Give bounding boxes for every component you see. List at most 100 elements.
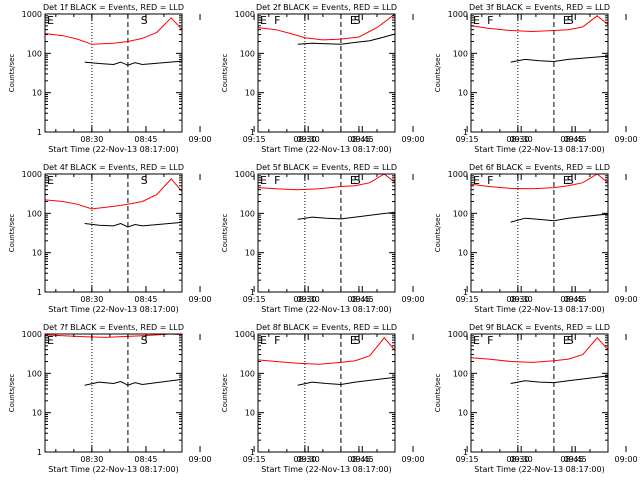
marker-letter: E — [563, 174, 570, 187]
x-tick-label: 09:45 — [351, 295, 374, 304]
x-tick-label: 09:00 — [614, 135, 637, 144]
y-axis-label: Counts/sec — [8, 54, 16, 93]
x-tick-label: 08:30 — [80, 455, 103, 464]
y-tick-label: 1000 — [448, 330, 468, 339]
y-tick-label: 1 — [37, 448, 42, 457]
y-axis-label: Counts/sec — [221, 54, 229, 93]
y-tick-label: 100 — [453, 369, 468, 378]
x-tick-label: 08:45 — [134, 455, 157, 464]
marker-letter: E — [47, 334, 54, 347]
y-tick-label: 1 — [463, 288, 468, 297]
x-tick-label: 09:15 — [243, 455, 266, 464]
x-tick-label: 09:15 — [456, 295, 479, 304]
x-tick-label: 09:30 — [510, 295, 533, 304]
lld-series-line — [258, 174, 395, 191]
y-tick-label: 100 — [27, 369, 42, 378]
lld-series-line — [471, 15, 608, 33]
plot-frame — [44, 13, 183, 133]
events-series-line — [510, 55, 608, 63]
x-tick-label: 08:45 — [560, 295, 583, 304]
x-tick-label: 09:15 — [456, 455, 479, 464]
marker-letter: E — [473, 334, 480, 347]
y-axis-label: Counts/sec — [221, 374, 229, 413]
x-tick-label: 08:30 — [80, 295, 103, 304]
panel-title: Det 5f BLACK = Events, RED = LLD — [256, 163, 397, 172]
x-tick-label: 08:30 — [293, 135, 316, 144]
x-tick-label: 09:45 — [351, 455, 374, 464]
plot-area — [471, 14, 608, 132]
x-axis-label: Start Time (22-Nov-13 08:17:00) — [261, 465, 391, 474]
x-axis-label: Start Time (22-Nov-13 08:17:00) — [48, 305, 178, 314]
y-tick-label: 10 — [245, 249, 255, 258]
events-series-line — [84, 378, 182, 386]
y-tick-label: 1 — [37, 288, 42, 297]
y-axis-label: Counts/sec — [434, 374, 442, 413]
marker-letter: F — [487, 174, 493, 187]
lld-series-line — [45, 178, 182, 210]
y-tick-label: 100 — [27, 49, 42, 58]
lld-series-line — [45, 17, 182, 45]
marker-letter: E — [473, 14, 480, 27]
y-tick-label: 100 — [240, 49, 255, 58]
events-series-line — [84, 60, 182, 66]
x-tick-label: 08:45 — [560, 455, 583, 464]
events-series-line — [297, 211, 395, 220]
events-series-line — [297, 33, 395, 45]
events-series-line — [297, 376, 395, 386]
marker-letter: S — [354, 174, 361, 187]
marker-letter: F — [274, 14, 280, 27]
lld-series-line — [471, 174, 608, 190]
x-tick-label: 09:00 — [614, 295, 637, 304]
x-tick-label: 09:00 — [401, 135, 424, 144]
panel-title: Det 4f BLACK = Events, RED = LLD — [43, 163, 184, 172]
y-axis-label: Counts/sec — [221, 214, 229, 253]
y-tick-label: 10 — [458, 249, 468, 258]
x-tick-label: 09:45 — [564, 295, 587, 304]
panel-title: Det 6f BLACK = Events, RED = LLD — [469, 163, 610, 172]
plot-area — [45, 174, 182, 292]
plot-frame — [257, 333, 396, 453]
plot-frame — [257, 13, 396, 133]
x-tick-label: 09:00 — [188, 455, 211, 464]
marker-letter: E — [260, 14, 267, 27]
plot-frame — [44, 333, 183, 453]
x-tick-label: 08:30 — [506, 455, 529, 464]
marker-letter: F — [487, 334, 493, 347]
plot-frame — [470, 173, 609, 293]
x-tick-label: 08:45 — [347, 295, 370, 304]
plot-area — [471, 174, 608, 292]
x-tick-label: 08:45 — [134, 135, 157, 144]
y-tick-label: 1000 — [235, 170, 255, 179]
y-tick-label: 1 — [37, 128, 42, 137]
y-tick-label: 1 — [463, 448, 468, 457]
y-axis-label: Counts/sec — [8, 214, 16, 253]
detector-panel-9: Det 9f BLACK = Events, RED = LLDESFE1101… — [434, 323, 638, 474]
marker-letter: E — [350, 174, 357, 187]
marker-letter: F — [487, 14, 493, 27]
plot-area — [258, 334, 395, 452]
marker-letter: E — [260, 334, 267, 347]
x-tick-label: 09:45 — [564, 455, 587, 464]
y-tick-label: 10 — [245, 89, 255, 98]
detector-panel-3: Det 3f BLACK = Events, RED = LLDESFE1101… — [434, 3, 638, 154]
y-tick-label: 100 — [27, 209, 42, 218]
x-tick-label: 09:00 — [401, 295, 424, 304]
y-tick-label: 10 — [32, 249, 42, 258]
events-series-line — [510, 375, 608, 384]
y-tick-label: 1000 — [448, 10, 468, 19]
panel-title: Det 3f BLACK = Events, RED = LLD — [469, 3, 610, 12]
lld-series-line — [45, 334, 182, 338]
plot-frame — [257, 173, 396, 293]
x-tick-label: 08:45 — [560, 135, 583, 144]
panel-title: Det 9f BLACK = Events, RED = LLD — [469, 323, 610, 332]
x-tick-label: 09:00 — [188, 295, 211, 304]
lld-series-line — [258, 337, 395, 365]
marker-letter: S — [567, 14, 574, 27]
marker-letter: S — [567, 334, 574, 347]
